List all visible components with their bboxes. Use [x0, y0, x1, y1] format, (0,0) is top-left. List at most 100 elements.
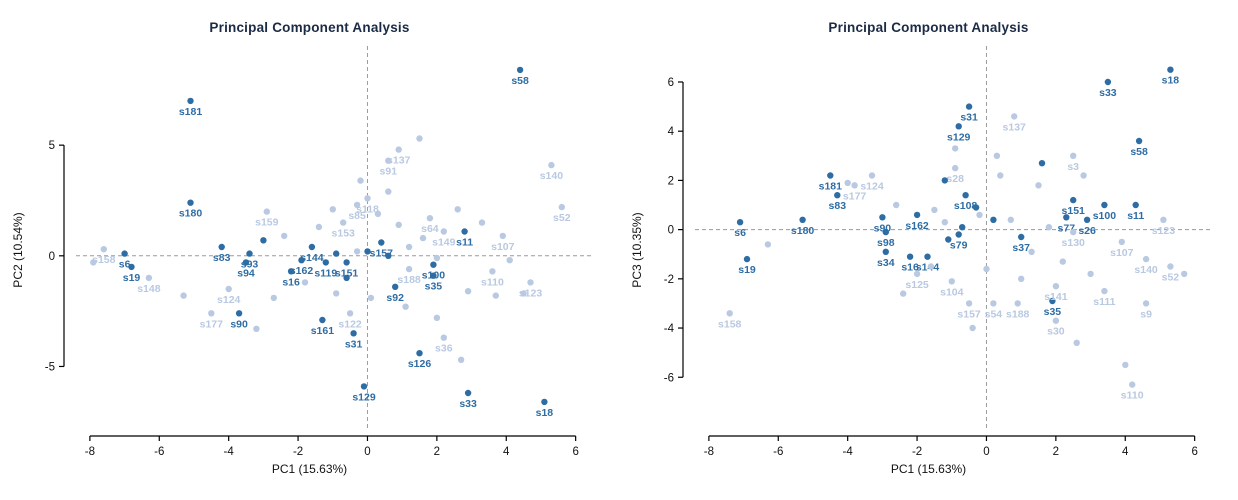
- data-point: [1035, 182, 1042, 189]
- y-tick-label: -4: [664, 323, 675, 335]
- data-point: [287, 268, 295, 275]
- point-label: s16: [901, 262, 919, 274]
- data-point: [1104, 78, 1112, 86]
- data-point: [1129, 381, 1136, 388]
- data-point: [489, 268, 496, 275]
- point-label: s19: [123, 272, 141, 284]
- point-label: s162: [905, 220, 929, 232]
- point-label: s162: [290, 265, 314, 277]
- point-label: s140: [540, 170, 564, 182]
- data-point: [1142, 300, 1150, 307]
- data-point: [385, 157, 392, 164]
- data-point: [548, 161, 555, 169]
- data-point: [340, 219, 347, 226]
- data-point: [844, 179, 851, 187]
- point-label: s110: [1121, 390, 1144, 402]
- point-label: s33: [459, 398, 477, 410]
- plot-title: Principal Component Analysis: [828, 20, 1029, 35]
- point-label: s129: [352, 391, 376, 403]
- data-point: [218, 243, 225, 251]
- data-point: [506, 257, 513, 264]
- data-point: [1014, 300, 1021, 307]
- point-label: s180: [179, 208, 203, 220]
- data-point: [145, 274, 153, 282]
- data-point: [882, 228, 889, 236]
- data-point: [726, 310, 733, 317]
- point-label: s3: [1067, 161, 1079, 173]
- data-point: [395, 146, 402, 153]
- data-point: [187, 199, 194, 206]
- data-point: [868, 172, 876, 179]
- pca-plot-pc1-pc3: Principal Component Analysis PC3 (10.35%…: [619, 0, 1238, 500]
- point-label: s90: [230, 318, 248, 330]
- point-label: s107: [1110, 247, 1134, 259]
- data-point: [1018, 275, 1025, 282]
- data-point: [263, 208, 270, 215]
- data-point: [913, 211, 921, 219]
- data-point: [906, 253, 914, 260]
- data-point: [952, 164, 959, 172]
- point-label: s100: [1093, 210, 1117, 222]
- x-tick-label: -2: [912, 446, 922, 458]
- data-point: [1038, 160, 1046, 167]
- data-point: [882, 248, 889, 255]
- point-label: s129: [947, 131, 971, 143]
- data-point: [945, 236, 952, 243]
- data-point: [333, 290, 340, 297]
- x-tick-label: -4: [224, 446, 235, 458]
- data-point: [827, 172, 834, 179]
- data-point: [983, 265, 990, 273]
- data-point: [1135, 137, 1143, 145]
- point-label: s111: [1093, 296, 1115, 308]
- point-label: s18: [1162, 75, 1180, 87]
- data-point: [516, 66, 524, 74]
- data-point: [440, 228, 447, 235]
- point-label: s158: [718, 318, 742, 330]
- data-point: [955, 123, 962, 130]
- x-tick-label: 2: [1053, 446, 1059, 458]
- data-point: [364, 248, 371, 255]
- data-point: [478, 219, 486, 226]
- pca-plot-pc1-pc2: Principal Component Analysis PC2 (10.54%…: [11, 20, 593, 476]
- data-point: [1118, 238, 1125, 246]
- data-point: [364, 195, 371, 202]
- data-point: [1101, 287, 1108, 295]
- data-point: [941, 219, 948, 226]
- x-axis-label: PC1 (15.63%): [271, 462, 348, 476]
- point-label: s181: [819, 181, 843, 193]
- data-point: [1045, 224, 1053, 231]
- data-point: [972, 204, 980, 211]
- point-label: s149: [432, 237, 456, 249]
- data-point: [208, 310, 215, 317]
- data-point: [924, 253, 931, 260]
- data-point: [1028, 248, 1035, 255]
- point-label: s104: [940, 286, 964, 298]
- data-point: [430, 261, 437, 268]
- point-label: s34: [877, 257, 895, 269]
- data-point: [927, 263, 935, 270]
- data-point: [405, 265, 413, 273]
- point-label: s6: [734, 227, 746, 239]
- data-point: [405, 243, 413, 251]
- data-point: [353, 201, 361, 209]
- point-label: s58: [511, 75, 529, 87]
- data-point: [959, 224, 966, 231]
- data-point: [1181, 270, 1188, 278]
- data-point: [246, 250, 253, 257]
- data-point: [416, 135, 423, 142]
- data-point: [558, 203, 565, 211]
- data-point: [253, 325, 260, 332]
- point-label: s159: [255, 217, 279, 229]
- data-point: [941, 177, 948, 184]
- point-label: s124: [217, 294, 241, 306]
- data-point: [260, 237, 267, 244]
- point-label: s125: [905, 279, 929, 291]
- data-point: [329, 206, 336, 213]
- y-tick-label: -2: [664, 274, 674, 286]
- data-point: [1070, 152, 1077, 159]
- point-label: s157: [957, 308, 981, 320]
- point-label: s83: [829, 200, 847, 212]
- data-point: [1167, 66, 1174, 73]
- data-point: [319, 316, 326, 324]
- data-point: [1101, 201, 1108, 209]
